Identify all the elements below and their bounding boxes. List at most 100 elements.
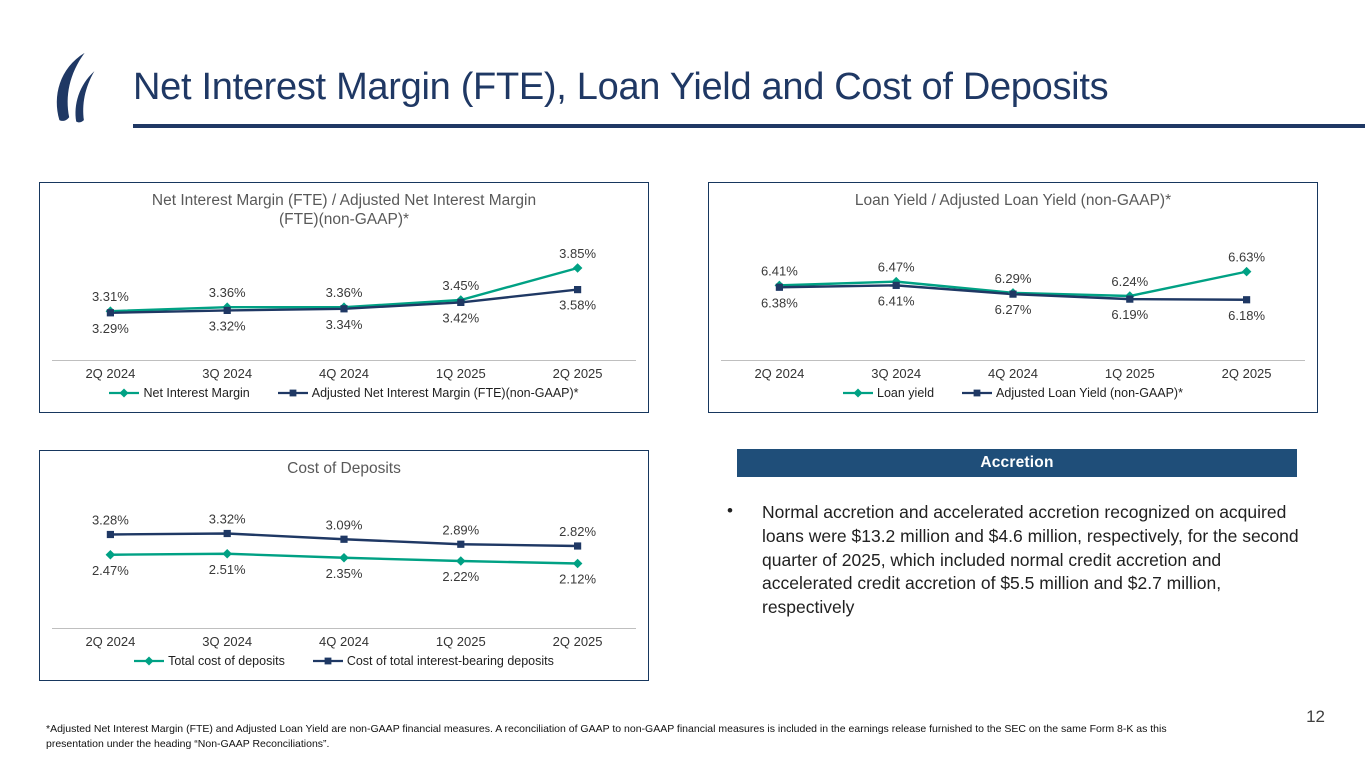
- diamond-series-marker-icon: [134, 656, 165, 666]
- data-point-label: 6.41%: [761, 264, 798, 279]
- loan-yield-chart: Loan Yield / Adjusted Loan Yield (non-GA…: [708, 182, 1318, 413]
- page-number: 12: [1306, 707, 1325, 726]
- data-point-label: 2.35%: [326, 566, 363, 581]
- data-point-label: 6.63%: [1228, 250, 1265, 265]
- data-point-marker: [1243, 296, 1251, 304]
- x-axis-label: 2Q 2024: [85, 365, 136, 381]
- data-point-label: 3.09%: [326, 518, 363, 533]
- square-series-marker-icon: [277, 389, 308, 397]
- data-point-label: 3.45%: [442, 278, 479, 293]
- data-point-label: 2.89%: [442, 523, 479, 538]
- x-axis: 2Q 2024 3Q 2024 4Q 2024 1Q 2025 2Q 2025: [52, 359, 636, 381]
- legend-item: Net Interest Margin: [109, 385, 250, 400]
- chart-legend: Net Interest Margin Adjusted Net Interest…: [52, 381, 636, 400]
- legend-label: Total cost of deposits: [168, 654, 285, 669]
- x-axis-label: 4Q 2024: [988, 366, 1038, 382]
- data-point-marker: [106, 531, 114, 539]
- data-point-label: 3.34%: [326, 317, 363, 332]
- x-axis-label: 1Q 2025: [435, 365, 486, 381]
- diamond-series-marker-icon: [109, 388, 140, 398]
- x-axis-label: 3Q 2024: [871, 366, 922, 382]
- data-point-label: 3.42%: [442, 310, 479, 325]
- data-point-marker: [340, 304, 348, 313]
- slide-title: Net Interest Margin (FTE), Loan Yield an…: [133, 66, 1109, 108]
- data-point-label: 2.22%: [442, 569, 479, 584]
- x-axis-label: 3Q 2024: [202, 365, 253, 381]
- data-point-label: 6.41%: [878, 294, 915, 309]
- data-point-label: 3.29%: [92, 321, 129, 336]
- data-point-label: 3.32%: [209, 318, 246, 333]
- accretion-bullet-item: • Normal accretion and accelerated accre…: [723, 501, 1313, 620]
- data-point-marker: [106, 308, 114, 317]
- line-chart-plot: 6.41% 6.47% 6.29% 6.24% 6.63% 6.38% 6.41% 6.27%…: [761, 250, 1266, 323]
- legend-label: Cost of total interest-bearing deposits: [346, 654, 554, 669]
- data-point-marker: [340, 536, 348, 544]
- cost-of-deposits-chart: Cost of Deposits 2.47% 2.51% 2.35% 2.22% 2.1…: [39, 450, 649, 681]
- chart-title: Loan Yield / Adjusted Loan Yield (non-GA…: [854, 192, 1172, 209]
- data-point-marker: [892, 282, 900, 290]
- x-axis: 2Q 2024 3Q 2024 4Q 2024 1Q 2025 2Q 2025: [721, 360, 1305, 381]
- x-axis-label: 1Q 2025: [435, 634, 486, 650]
- square-series-marker-icon: [962, 389, 993, 397]
- accretion-bullet-text: Normal accretion and accelerated accreti…: [762, 502, 1299, 618]
- x-axis-label: 2Q 2025: [552, 365, 603, 381]
- data-point-marker: [1241, 267, 1252, 277]
- data-point-label: 3.31%: [92, 289, 129, 304]
- footnote: *Adjusted Net Interest Margin (FTE) and …: [46, 723, 1167, 751]
- data-point-label: 6.47%: [878, 260, 915, 275]
- chart-title: Net Interest Margin (FTE) / Adjusted Net…: [151, 192, 537, 229]
- x-axis-label: 4Q 2024: [319, 365, 369, 381]
- x-axis: 2Q 2024 3Q 2024 4Q 2024 1Q 2025 2Q 2025: [52, 628, 636, 649]
- data-point-marker: [572, 262, 583, 273]
- legend-label: Loan yield: [877, 386, 935, 401]
- data-point-marker: [223, 306, 231, 314]
- company-logo-icon: [56, 52, 95, 123]
- data-point-label: 3.36%: [209, 285, 246, 300]
- accretion-header-bar: Accretion: [737, 449, 1297, 477]
- data-point-label: 6.24%: [1111, 274, 1148, 289]
- legend-item: Total cost of deposits: [134, 654, 285, 668]
- data-point-label: 3.36%: [326, 285, 363, 300]
- data-point-marker: [1009, 290, 1017, 299]
- data-point-label: 2.12%: [559, 572, 596, 587]
- data-point-marker: [574, 285, 582, 293]
- data-point-marker: [222, 549, 233, 559]
- data-point-label: 3.32%: [209, 512, 246, 527]
- data-point-label: 3.85%: [559, 246, 596, 261]
- data-point-marker: [457, 541, 465, 549]
- data-point-label: 2.51%: [209, 562, 246, 577]
- chart-legend: Loan yield Adjusted Loan Yield (non-GAAP)…: [721, 381, 1305, 400]
- data-point-marker: [455, 556, 466, 567]
- legend-item: Adjusted Net Interest Margin (FTE)(non-G…: [277, 385, 579, 400]
- diamond-series-marker-icon: [843, 388, 874, 398]
- x-axis-label: 4Q 2024: [319, 634, 369, 650]
- legend-label: Adjusted Net Interest Margin (FTE)(non-G…: [311, 385, 579, 400]
- legend-label: Adjusted Loan Yield (non-GAAP)*: [996, 386, 1183, 401]
- data-point-label: 6.27%: [995, 303, 1032, 318]
- chart-title: Cost of Deposits: [287, 460, 401, 477]
- bullet-glyph: •: [727, 501, 733, 520]
- data-point-marker: [105, 550, 116, 560]
- legend-label: Net Interest Margin: [143, 385, 250, 400]
- x-axis-label: 2Q 2025: [552, 634, 603, 650]
- x-axis-label: 1Q 2025: [1104, 366, 1155, 382]
- data-point-label: 3.58%: [559, 297, 596, 312]
- line-chart-plot: 3.31% 3.36% 3.36% 3.45% 3.85% 3.29% 3.32% 3.34%…: [92, 246, 597, 336]
- legend-item: Cost of total interest-bearing deposits: [312, 654, 554, 669]
- data-point-marker: [223, 530, 231, 538]
- square-series-marker-icon: [312, 657, 343, 665]
- x-axis-label: 2Q 2025: [1221, 366, 1272, 382]
- data-point-label: 2.82%: [559, 524, 596, 539]
- title-rule: [133, 124, 1365, 128]
- data-point-marker: [1126, 295, 1134, 304]
- data-point-label: 2.47%: [92, 563, 129, 578]
- legend-item: Adjusted Loan Yield (non-GAAP)*: [962, 386, 1183, 400]
- data-point-label: 6.19%: [1111, 308, 1148, 323]
- x-axis-label: 2Q 2024: [85, 634, 136, 650]
- data-point-marker: [457, 298, 465, 306]
- legend-item: Loan yield: [843, 386, 934, 400]
- data-point-label: 6.38%: [761, 296, 798, 311]
- data-point-label: 6.18%: [1228, 308, 1265, 323]
- nim-chart: Net Interest Margin (FTE) / Adjusted Net…: [39, 182, 649, 413]
